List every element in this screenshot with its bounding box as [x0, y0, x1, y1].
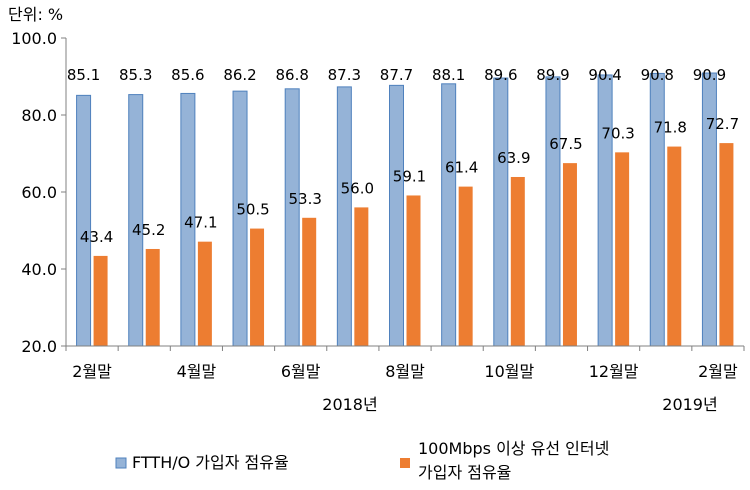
bar-100mbps [719, 143, 734, 346]
bar-100mbps [667, 146, 682, 346]
data-label-100mbps: 63.9 [497, 149, 530, 167]
year-label-2018: 2018년 [322, 395, 377, 414]
data-label-ftth: 88.1 [432, 66, 465, 84]
bar-100mbps [145, 248, 160, 346]
data-label-ftth: 89.6 [484, 66, 517, 84]
bar-ftth [76, 94, 92, 347]
bar-100mbps [93, 255, 108, 346]
x-tick-label: 12월말 [589, 362, 639, 381]
y-tick-label: 40.0 [21, 260, 57, 279]
data-label-100mbps: 47.1 [184, 214, 217, 232]
data-label-ftth: 90.9 [693, 66, 726, 84]
data-label-ftth: 86.8 [275, 66, 308, 84]
data-label-100mbps: 71.8 [654, 119, 687, 137]
data-label-100mbps: 43.4 [80, 228, 113, 246]
x-tick-label: 8월말 [385, 362, 425, 381]
data-label-100mbps: 61.4 [445, 159, 478, 177]
y-tick-label: 60.0 [21, 183, 57, 202]
data-label-ftth: 87.3 [328, 66, 361, 84]
bar-ftth [649, 72, 665, 347]
data-label-ftth: 86.2 [223, 66, 256, 84]
data-label-ftth: 85.6 [171, 66, 204, 84]
bar-100mbps [197, 241, 212, 346]
year-label-2019: 2019년 [662, 395, 717, 414]
data-label-ftth: 85.3 [119, 66, 152, 84]
data-label-ftth: 87.7 [380, 66, 413, 84]
data-label-100mbps: 45.2 [132, 221, 165, 239]
x-tick-label: 10월말 [484, 362, 534, 381]
y-tick-label: 80.0 [21, 106, 57, 125]
bar-ftth [441, 83, 457, 347]
x-tick-label: 2월말 [698, 362, 738, 381]
bar-100mbps [510, 176, 525, 346]
bar-ftth [336, 86, 352, 347]
bar-ftth [701, 72, 717, 347]
data-label-ftth: 89.9 [536, 66, 569, 84]
data-label-100mbps: 72.7 [706, 115, 739, 133]
bar-100mbps [562, 163, 577, 346]
x-tick-label: 6월말 [281, 362, 321, 381]
legend-swatch-ftth [115, 457, 127, 469]
x-tick-label: 4월말 [177, 362, 217, 381]
bar-100mbps [458, 186, 473, 346]
data-label-100mbps: 67.5 [549, 135, 582, 153]
bar-100mbps [406, 195, 421, 346]
data-label-ftth: 90.4 [588, 66, 621, 84]
legend-swatch-100mbps [400, 458, 410, 468]
bar-100mbps [615, 152, 630, 346]
bars [76, 72, 734, 347]
y-axis: 20.0 40.0 60.0 80.0 100.0 [11, 29, 67, 356]
y-tick-label: 20.0 [21, 337, 57, 356]
data-label-100mbps: 50.5 [236, 201, 269, 219]
x-axis: 2월말 4월말 6월말 8월말 10월말 12월말 2월말 2018년 2019년 [65, 345, 745, 414]
data-label-ftth: 85.1 [67, 66, 100, 84]
data-label-100mbps: 53.3 [288, 190, 321, 208]
bar-ftth [597, 74, 613, 347]
bar-ftth [493, 77, 509, 347]
bar-ftth [545, 76, 561, 347]
bar-100mbps [354, 207, 369, 346]
bar-ftth [284, 88, 300, 347]
legend-label-100mbps-line2: 가입자 점유율 [418, 463, 511, 482]
bar-100mbps [250, 228, 265, 346]
data-label-100mbps: 59.1 [393, 167, 426, 185]
x-tick-label: 2월말 [72, 362, 112, 381]
bar-ftth [389, 84, 404, 347]
data-label-100mbps: 56.0 [341, 179, 374, 197]
data-label-ftth: 90.8 [641, 66, 674, 84]
data-labels: 85.1 43.4 85.3 45.2 85.6 47.1 86.2 50.5 86.8 53.3… [67, 66, 739, 246]
legend-label-100mbps-line1: 100Mbps 이상 유선 인터넷 [418, 439, 609, 458]
unit-label: 단위: % [8, 5, 63, 24]
data-label-100mbps: 70.3 [601, 124, 634, 142]
legend-label-ftth: FTTH/O 가입자 점유율 [132, 453, 289, 472]
y-tick-label: 100.0 [11, 29, 57, 48]
bar-100mbps [302, 217, 317, 346]
